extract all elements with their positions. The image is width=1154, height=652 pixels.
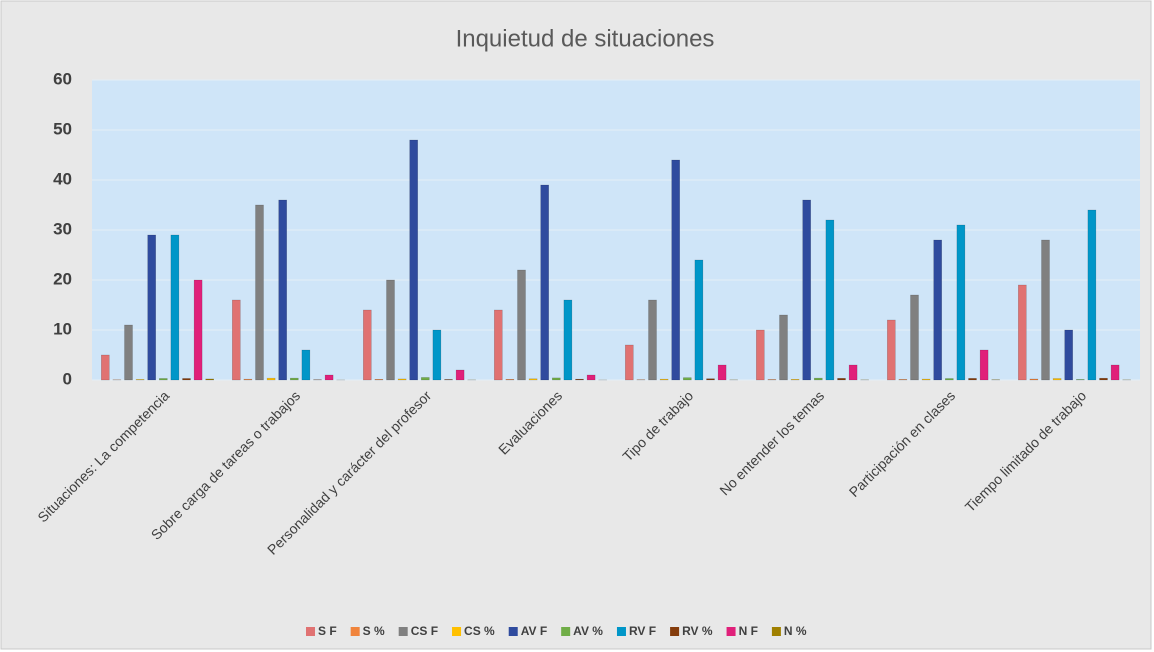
bar [1029,378,1039,381]
legend-swatch [350,627,360,636]
chart-title: Inquietud de situaciones [456,25,715,52]
legend-label: N % [784,624,807,638]
legend-label: N F [739,624,758,638]
bar [444,379,453,381]
bar [409,139,418,381]
bar [979,349,989,381]
bar [706,378,715,381]
bar [494,309,503,381]
bar [848,364,858,381]
bar [945,378,954,381]
bar [421,377,430,381]
bar [837,378,846,381]
bar [887,319,896,381]
bar [193,279,203,381]
bar [1018,284,1027,381]
bar [625,344,634,381]
legend-swatch [508,627,518,636]
bar [956,224,966,381]
y-tick-label: 40 [53,169,72,188]
y-tick-label: 50 [53,119,72,138]
bar [255,204,264,381]
bar [182,378,191,381]
bar [266,377,276,381]
bar [363,309,372,381]
bar [135,379,145,381]
bar [397,378,407,381]
bar [1052,378,1062,381]
bar [933,239,942,381]
y-tick-label: 60 [53,69,72,88]
legend-label: S F [318,624,337,638]
bar [790,379,800,381]
bar [147,234,156,381]
bar [101,354,110,381]
bar [552,377,561,381]
bar [814,377,823,381]
bar [683,377,692,381]
bar [921,378,931,381]
bar [505,379,515,381]
y-tick-label: 20 [53,269,72,288]
bar [324,374,334,381]
legend-label: AV F [521,624,547,638]
bar [1110,364,1120,381]
bar [432,329,442,381]
bar [659,378,669,381]
bar [694,259,704,381]
bar [540,184,549,381]
bar [124,324,133,381]
bar [1041,239,1050,381]
bar [374,379,384,381]
legend-swatch [452,627,462,636]
bar [648,299,657,381]
legend-swatch [306,627,315,636]
bar [386,279,395,381]
legend-swatch [670,627,680,636]
bar [243,378,253,381]
legend-swatch [398,627,408,636]
legend-label: CS F [411,624,438,638]
bar [1064,329,1073,381]
bar [779,314,788,381]
bar [910,294,919,381]
bar [575,378,584,381]
legend-swatch [771,627,781,636]
legend-swatch [561,627,571,636]
bar [586,374,596,381]
bar [756,329,765,381]
bar [159,378,168,381]
bar [1099,377,1108,381]
bar [825,219,835,381]
bar [455,369,465,381]
legend-label: AV % [573,624,603,638]
bar [1087,209,1097,381]
bar [767,379,777,381]
y-tick-label: 30 [53,219,72,238]
bar [717,364,727,381]
legend-swatch [726,627,736,636]
bar [898,379,908,381]
bar [301,349,311,381]
bar [563,299,573,381]
bar [968,378,977,381]
bar [232,299,241,381]
bar [170,234,180,381]
y-tick-label: 0 [63,369,72,388]
bar [290,377,299,381]
bar [278,199,287,381]
legend-swatch [616,627,626,636]
bar [1076,379,1085,381]
legend-label: RV % [682,624,713,638]
bar [517,269,526,381]
legend-label: S % [363,624,385,638]
bar [802,199,811,381]
legend-label: CS % [464,624,495,638]
bar [528,378,538,381]
legend-label: RV F [629,624,656,638]
bar [671,159,680,381]
y-tick-label: 10 [53,319,72,338]
bar [205,378,214,381]
